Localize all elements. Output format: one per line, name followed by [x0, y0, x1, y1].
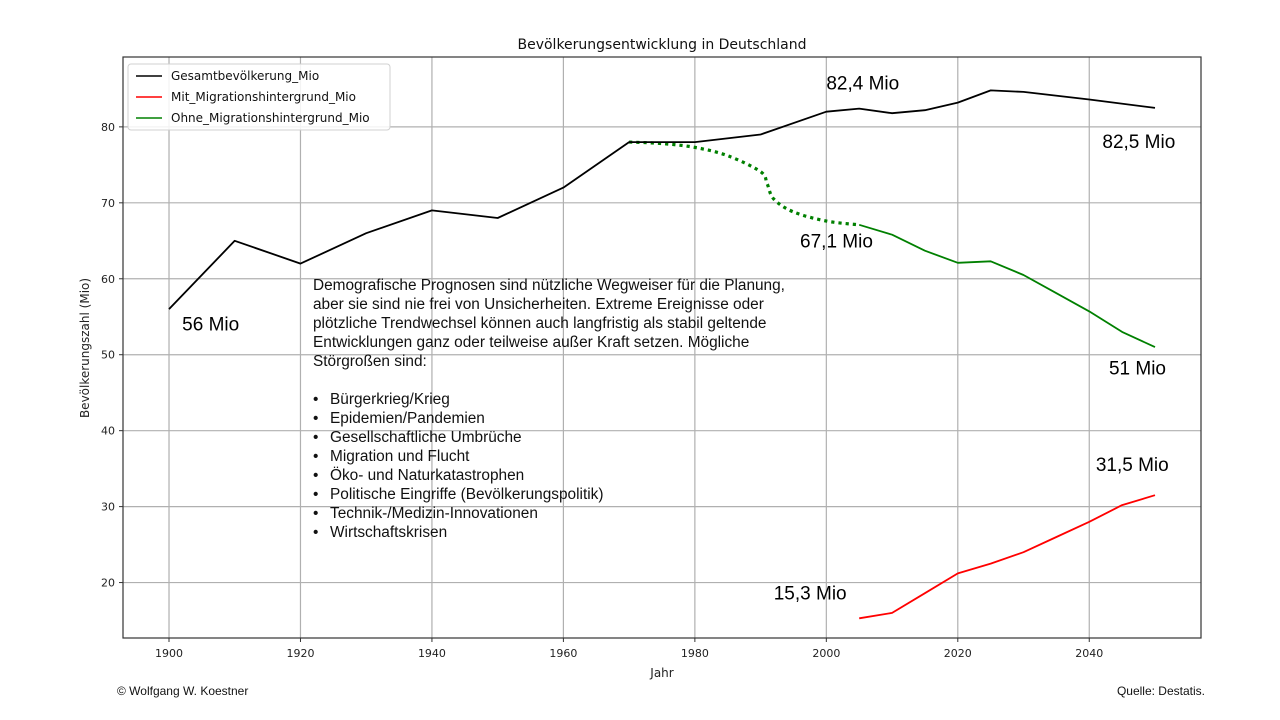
bullet-icon: • — [313, 410, 319, 427]
grid-lines — [123, 57, 1201, 638]
list-item: • Technik-/Medizin-Innovationen — [313, 504, 813, 523]
y-axis-ticks: 20 30 40 50 60 70 80 — [101, 121, 123, 590]
list-item: • Bürgerkrieg/Krieg — [313, 390, 813, 409]
x-axis-title: Jahr — [649, 666, 673, 680]
copyright-text: © Wolfgang W. Koestner — [117, 684, 249, 698]
series-line-ohne-migrationshintergrund — [858, 223, 1156, 348]
list-item: • Gesellschaftliche Umbrüche — [313, 428, 813, 447]
x-tick-label: 1920 — [286, 647, 314, 660]
annotations: 56 Mio 82,4 Mio 82,5 Mio 67,1 Mio 51 Mio 31,5… — [182, 74, 1175, 605]
data-label-annotation: 56 Mio — [182, 314, 239, 335]
x-tick-label: 1960 — [549, 647, 577, 660]
list-item-text: Politische Eingriffe (Bevölkerungspoliti… — [330, 486, 604, 503]
disruption-list: • Bürgerkrieg/Krieg • Epidemien/Pandemien … — [313, 390, 813, 542]
y-tick-label: 60 — [101, 273, 115, 286]
data-label-annotation: 82,4 Mio — [826, 74, 899, 95]
bullet-icon: • — [313, 505, 319, 522]
legend-label-mit: Mit_Migrationshintergrund_Mio — [171, 90, 356, 104]
x-axis-ticks: 1900 1920 1940 1960 1980 2000 2020 2040 — [155, 638, 1103, 660]
list-item-text: Bürgerkrieg/Krieg — [330, 391, 450, 408]
list-item-text: Wirtschaftskrisen — [330, 524, 448, 541]
bullet-icon: • — [313, 448, 319, 465]
y-tick-label: 40 — [101, 425, 115, 438]
bullet-icon: • — [313, 486, 319, 503]
y-tick-label: 50 — [101, 349, 115, 362]
series-line-gesamtbevoelkerung — [168, 89, 1156, 310]
uncertainty-note: Demografische Prognosen sind nützliche W… — [313, 276, 813, 542]
bullet-icon: • — [313, 391, 319, 408]
data-label-annotation: 15,3 Mio — [774, 583, 847, 604]
chart-title: Bevölkerungsentwicklung in Deutschland — [517, 37, 806, 53]
series-line-mit-migrationshintergrund — [859, 494, 1156, 620]
y-axis-title: Bevölkerungszahl (Mio) — [78, 278, 92, 418]
list-item-text: Technik-/Medizin-Innovationen — [330, 505, 538, 522]
list-item-text: Öko- und Naturkatastrophen — [330, 467, 525, 484]
list-item-text: Migration und Flucht — [330, 448, 470, 465]
list-item-text: Gesellschaftliche Umbrüche — [330, 429, 522, 446]
list-item: • Epidemien/Pandemien — [313, 409, 813, 428]
x-tick-label: 1900 — [155, 647, 183, 660]
x-tick-label: 1980 — [681, 647, 709, 660]
y-tick-label: 70 — [101, 197, 115, 210]
list-item: • Migration und Flucht — [313, 447, 813, 466]
data-label-annotation: 82,5 Mio — [1102, 132, 1175, 153]
y-tick-label: 80 — [101, 121, 115, 134]
legend-box — [127, 63, 391, 131]
legend-label-ohne: Ohne_Migrationshintergrund_Mio — [171, 111, 370, 125]
series-line-estimated-dotted — [629, 140, 860, 227]
list-item: • Politische Eingriffe (Bevölkerungspolit… — [313, 485, 813, 504]
list-item-text: Epidemien/Pandemien — [330, 410, 485, 427]
data-label-annotation: 31,5 Mio — [1096, 455, 1169, 476]
source-text: Quelle: Destatis. — [1116, 684, 1205, 698]
list-item: • Wirtschaftskrisen — [313, 523, 813, 542]
x-tick-label: 2000 — [812, 647, 840, 660]
y-tick-label: 20 — [101, 577, 115, 590]
legend-label-gesamt: Gesamtbevölkerung_Mio — [171, 69, 319, 83]
x-tick-label: 1940 — [418, 647, 446, 660]
data-label-annotation: 67,1 Mio — [800, 232, 873, 253]
note-paragraph: Demografische Prognosen sind nützliche W… — [313, 277, 785, 370]
plot-frame — [122, 56, 1202, 639]
y-tick-label: 30 — [101, 501, 115, 514]
bullet-icon: • — [313, 524, 319, 541]
series-layer — [168, 89, 1156, 620]
x-tick-label: 2020 — [944, 647, 972, 660]
list-item: • Öko- und Naturkatastrophen — [313, 466, 813, 485]
data-label-annotation: 51 Mio — [1109, 358, 1166, 379]
bullet-icon: • — [313, 429, 319, 446]
bullet-icon: • — [313, 467, 319, 484]
x-tick-label: 2040 — [1075, 647, 1103, 660]
legend: Gesamtbevölkerung_Mio Mit_Migrationshint… — [127, 63, 391, 131]
